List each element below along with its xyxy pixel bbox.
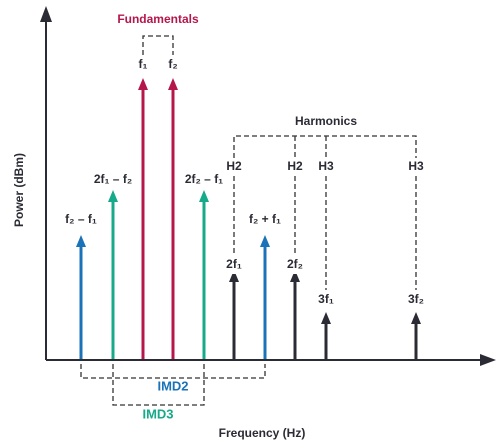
node-label: 3f₂ <box>408 292 424 306</box>
y-axis-label: Power (dBm) <box>12 153 26 227</box>
imd3-bracket <box>112 364 205 406</box>
fundamentals-title: Fundamentals <box>117 12 199 26</box>
arrow-head <box>199 190 209 202</box>
arrow-head <box>321 312 331 324</box>
node-label: 2f₁ <box>226 257 242 271</box>
label-bg <box>220 256 248 274</box>
imd2-bracket <box>80 364 266 379</box>
fundamentals-bracket <box>142 35 174 55</box>
node-label: f₂ + f₁ <box>249 212 281 226</box>
harmonics-leads <box>233 176 417 290</box>
harmonic-tag: H2 <box>226 159 242 173</box>
node-label: 2f₂ – f₁ <box>185 172 223 186</box>
y-axis-head <box>40 6 52 22</box>
harmonic-tag: H2 <box>287 159 303 173</box>
imd2-label: IMD2 <box>157 378 188 393</box>
label-bg <box>281 256 309 274</box>
label-bg <box>402 291 430 309</box>
arrow-head <box>168 78 178 90</box>
arrow-head <box>138 78 148 90</box>
node-label: f₂ – f₁ <box>65 212 97 226</box>
node-label: 2f₂ <box>287 257 303 271</box>
arrow-head <box>290 270 300 282</box>
harmonics-title: Harmonics <box>295 114 357 128</box>
harmonic-tag: H3 <box>318 159 334 173</box>
harmonic-tag: H3 <box>408 159 424 173</box>
x-axis-head <box>480 354 496 366</box>
node-label: 2f₁ – f₂ <box>94 172 132 186</box>
x-axis-label: Frequency (Hz) <box>219 426 306 440</box>
harmonics-bracket <box>233 135 417 158</box>
arrow-head <box>260 235 270 247</box>
label-bg <box>312 291 340 309</box>
imd3-label: IMD3 <box>142 406 173 421</box>
arrow-head <box>108 190 118 202</box>
node-label: f₂ <box>168 57 177 71</box>
arrow-head <box>76 235 86 247</box>
node-label: f₁ <box>139 57 148 71</box>
node-label: 3f₁ <box>318 292 334 306</box>
arrow-head <box>229 270 239 282</box>
arrow-head <box>411 312 421 324</box>
